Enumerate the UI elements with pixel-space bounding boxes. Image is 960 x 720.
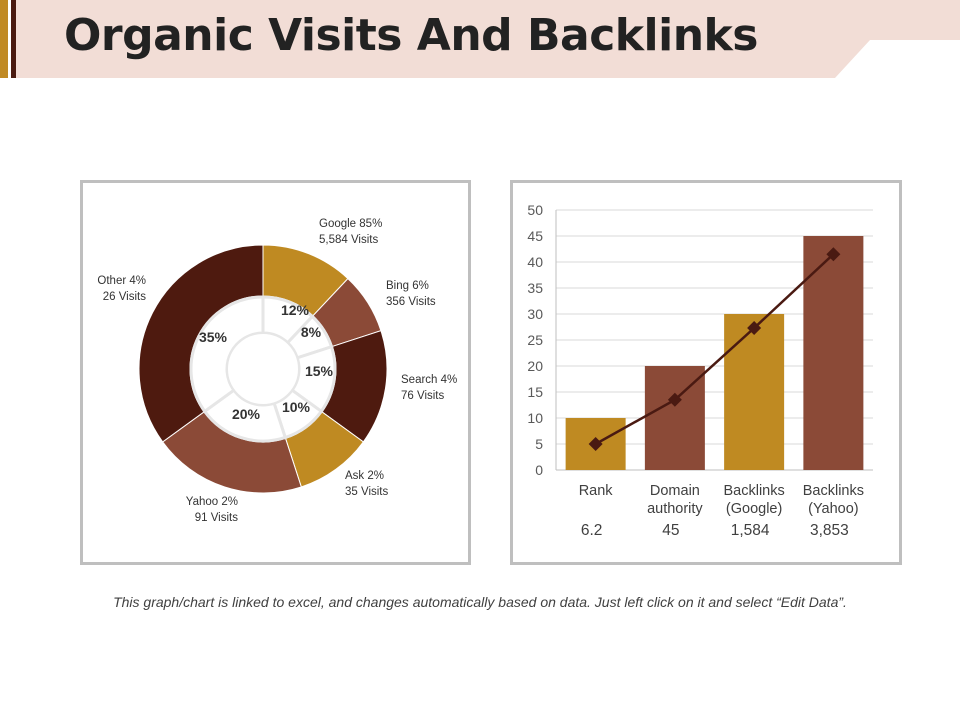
donut-center (226, 332, 300, 406)
donut-percent-label: 35% (199, 329, 228, 345)
donut-percent-label: 8% (301, 324, 322, 340)
x-tick-label: Domain authority (647, 483, 703, 517)
chart-footnote: This graph/chart is linked to excel, and… (113, 594, 847, 610)
donut-outer-label: Yahoo 2% 91 Visits (186, 496, 238, 524)
donut-outer-label: Other 4% 26 Visits (97, 275, 146, 303)
y-tick-label: 10 (527, 410, 543, 426)
line-marker (667, 392, 682, 407)
donut-percent-label: 12% (281, 302, 310, 318)
donut-outer-label: Google 85% 5,584 Visits (319, 218, 382, 246)
donut-chart-panel: 12% Google 85% 5,584 Visits 8% Bing 6% 356 Vi… (80, 180, 471, 565)
page-title: Organic Visits And Backlinks (64, 10, 758, 61)
y-tick-label: 0 (535, 462, 543, 478)
y-tick-label: 50 (527, 202, 543, 218)
y-tick-label: 5 (535, 436, 543, 452)
y-tick-label: 45 (527, 228, 543, 244)
table-value: 1,584 (731, 522, 770, 539)
table-value: 6.2 (581, 522, 603, 539)
donut-outer-label: Ask 2% 35 Visits (345, 470, 389, 498)
line-marker (588, 437, 603, 451)
bar (724, 314, 785, 470)
y-tick-label: 15 (527, 384, 543, 400)
table-value: 45 (662, 522, 679, 539)
x-tick-label: Backlinks (Yahoo) (803, 483, 864, 517)
donut-outer-label: Search 4% 76 Visits (401, 374, 457, 402)
header-band-fill (14, 0, 960, 78)
donut-chart: 12% Google 85% 5,584 Visits 8% Bing 6% 356 Vi… (97, 218, 457, 524)
y-tick-label: 25 (527, 332, 543, 348)
line-marker (747, 321, 762, 336)
bar-line-chart: 0 5 10 15 20 25 30 35 40 45 50 Rank Domain authority B… (527, 202, 873, 539)
donut-outer-label: Bing 6% 356 Visits (386, 280, 436, 308)
bar (803, 236, 864, 470)
donut-percent-label: 15% (305, 363, 334, 379)
line-marker (826, 247, 841, 262)
y-tick-label: 30 (527, 306, 543, 322)
x-tick-label: Rank (579, 483, 614, 499)
bar-line-chart-panel: 0 5 10 15 20 25 30 35 40 45 50 Rank Domain authority B… (510, 180, 902, 565)
y-tick-label: 40 (527, 254, 543, 270)
line-series (595, 253, 835, 446)
header-accent-brown (11, 0, 16, 78)
table-value: 3,853 (810, 522, 849, 539)
y-tick-label: 20 (527, 358, 543, 374)
x-tick-label: Backlinks (Google) (724, 483, 785, 517)
header-band (0, 0, 960, 78)
header-accent-gold (0, 0, 8, 78)
y-tick-label: 35 (527, 280, 543, 296)
donut-percent-label: 10% (282, 399, 311, 415)
donut-percent-label: 20% (232, 406, 261, 422)
